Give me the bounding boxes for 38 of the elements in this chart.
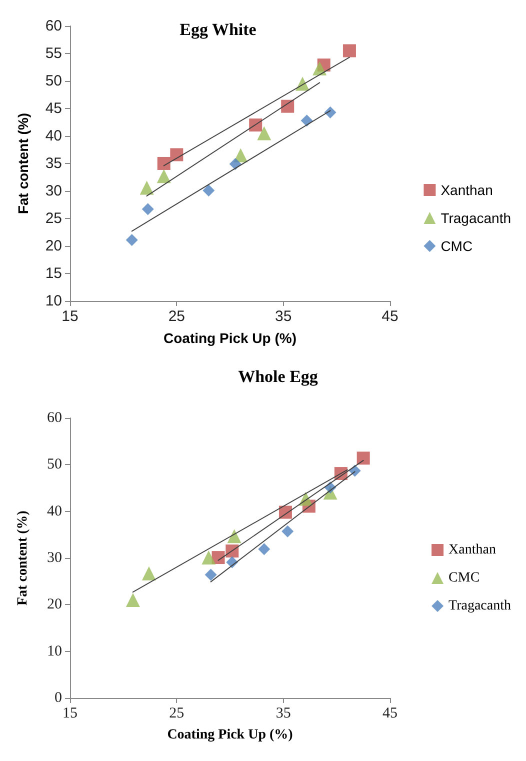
legend-label: Tragacanth [448, 598, 511, 614]
y-tick-label: 10 [47, 643, 62, 660]
y-tick-label: 60 [45, 18, 62, 34]
legend-label: Xanthan [440, 182, 493, 198]
legend-label: Xanthan [448, 542, 496, 558]
x-tick-label: 45 [382, 706, 398, 722]
x-tick-label: 45 [382, 308, 398, 325]
y-tick-label: 25 [45, 210, 62, 227]
legend-label: Tragacanth [440, 210, 512, 226]
y-axis-title: Fat content (%) [16, 510, 30, 606]
y-tick-label: 10 [45, 292, 62, 310]
y-tick-label: 0 [54, 690, 62, 706]
x-axis-title: Coating Pick Up (%) [167, 728, 294, 742]
x-tick-label: 15 [62, 706, 78, 722]
x-tick-label: 25 [169, 706, 184, 722]
y-tick-label: 20 [45, 238, 62, 254]
y-tick-label: 30 [47, 550, 62, 566]
legend-label: CMC [440, 238, 473, 254]
y-tick-label: 40 [45, 128, 62, 144]
y-tick-label: 30 [45, 182, 62, 200]
chart-title: Whole Egg [238, 367, 318, 386]
y-tick-label: 20 [47, 596, 62, 613]
y-tick-label: 15 [45, 265, 62, 282]
y-tick-label: 60 [47, 410, 62, 426]
y-tick-label: 50 [47, 456, 62, 473]
x-axis-title: Coating Pick Up (%) [163, 330, 297, 346]
x-tick-label: 15 [62, 308, 78, 325]
y-tick-label: 45 [45, 100, 62, 117]
y-tick-label: 40 [47, 503, 62, 520]
x-tick-label: 35 [276, 706, 291, 722]
x-tick-label: 35 [274, 308, 292, 325]
chart-title: Egg White [180, 20, 257, 39]
legend-label: CMC [448, 570, 480, 586]
y-tick-label: 50 [45, 72, 62, 90]
y-tick-label: 55 [45, 45, 62, 62]
y-axis-title: Fat content (%) [15, 112, 31, 214]
x-tick-label: 25 [168, 308, 186, 325]
y-tick-label: 35 [45, 155, 62, 172]
